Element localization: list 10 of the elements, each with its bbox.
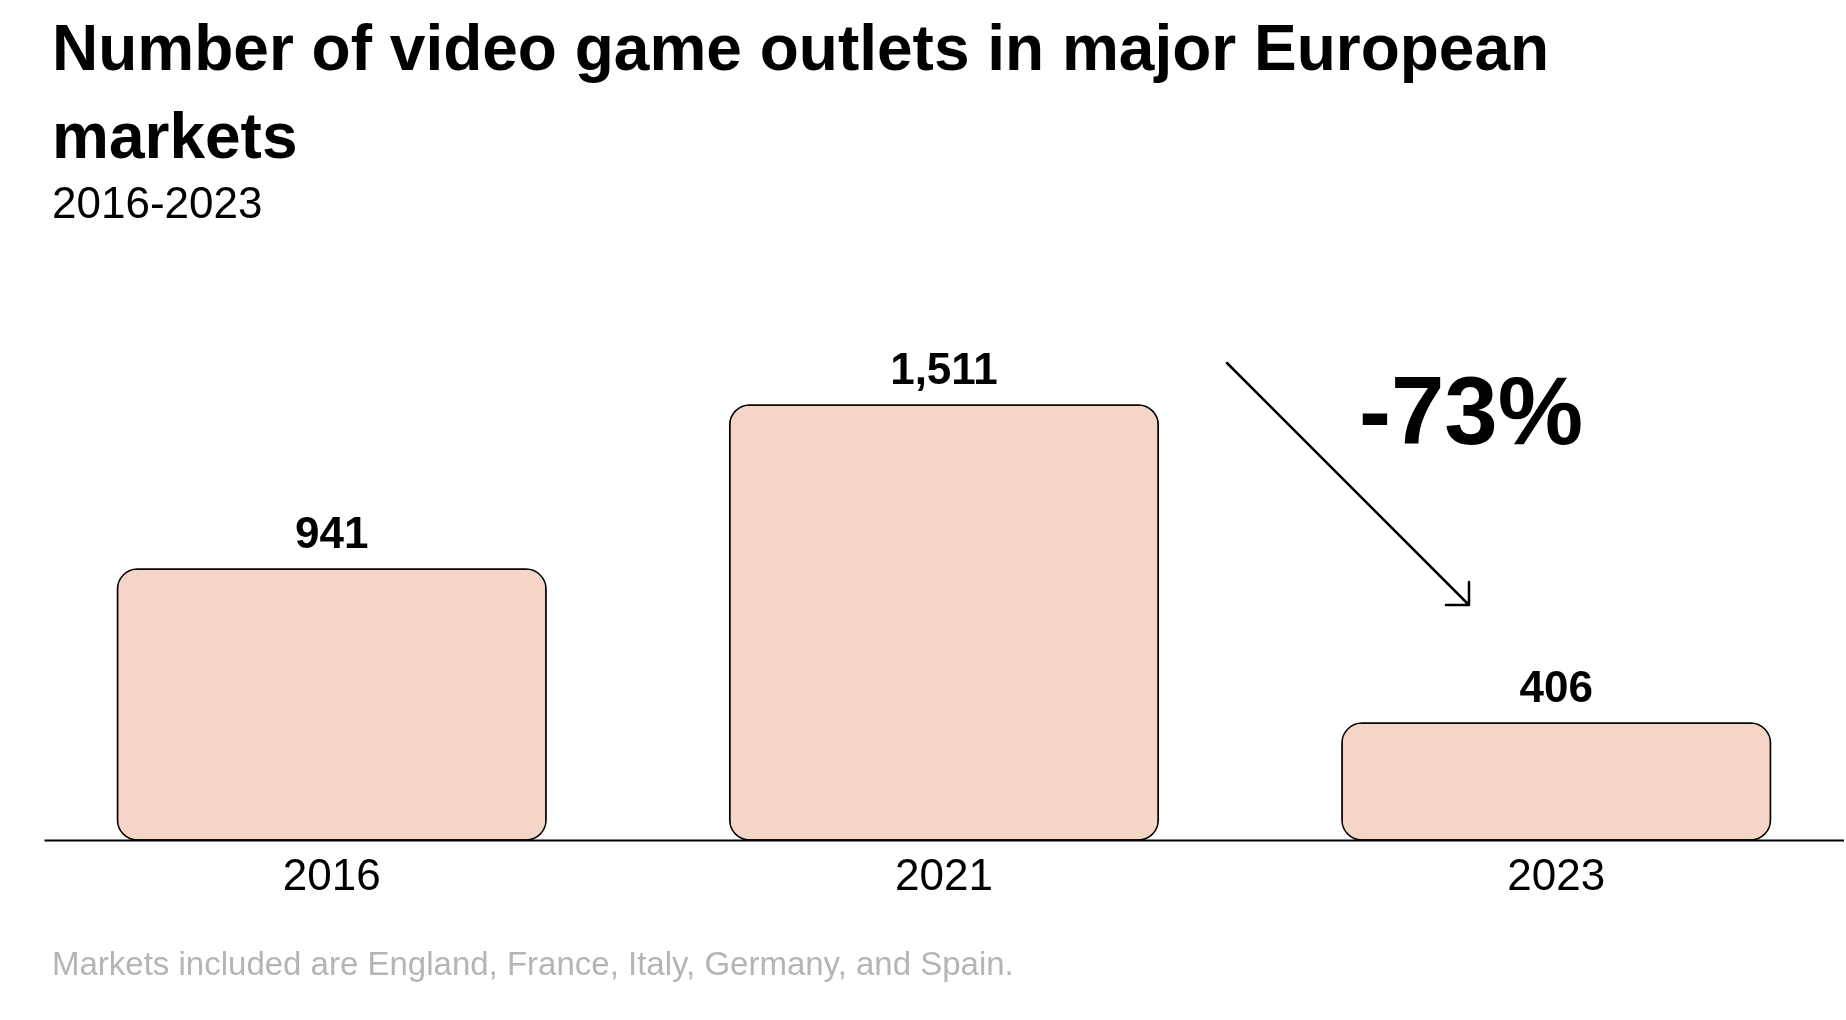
data-label: 941: [295, 508, 369, 558]
annotation: -73%: [1358, 357, 1584, 464]
data-label: 1,511: [890, 344, 998, 393]
x-tick-label: 2021: [895, 849, 993, 899]
chart-title: Number of video game outlets in major European markets: [52, 12, 1550, 172]
data-label: 406: [1519, 662, 1593, 712]
chart-subtitle: 2016-2023: [52, 178, 263, 228]
text: Markets included are England, France, Italy, Germany, and Spain.: [52, 945, 1014, 983]
x-tick-label: 2016: [282, 849, 381, 899]
x-tick-label: 2023: [1507, 849, 1606, 899]
